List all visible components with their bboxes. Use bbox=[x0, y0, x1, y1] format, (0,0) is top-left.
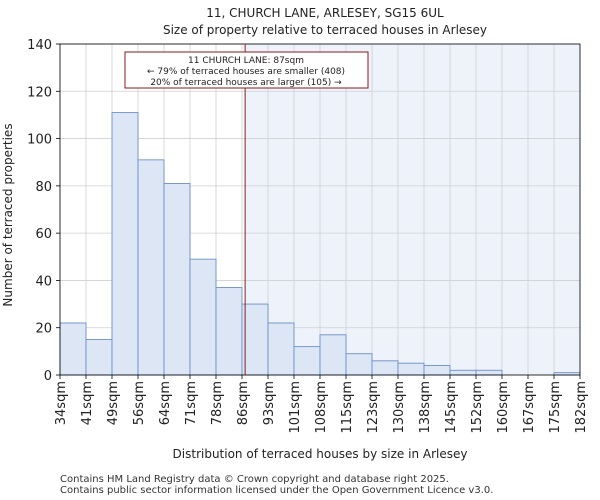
annotation-line-3: 20% of terraced houses are larger (105) … bbox=[150, 78, 342, 88]
y-tick-label: 60 bbox=[35, 227, 52, 242]
y-axis-label: Number of terraced properties bbox=[1, 123, 15, 306]
bar bbox=[241, 303, 269, 376]
y-tick-label: 80 bbox=[35, 180, 52, 195]
bar bbox=[85, 339, 113, 376]
x-tick-label: 152sqm bbox=[470, 381, 485, 434]
bar bbox=[111, 112, 139, 376]
x-tick-label: 101sqm bbox=[288, 381, 303, 434]
bar bbox=[163, 183, 191, 376]
x-tick-label: 49sqm bbox=[106, 381, 121, 425]
x-tick-label: 86sqm bbox=[236, 381, 251, 425]
bar bbox=[423, 365, 451, 376]
x-tick-label: 175sqm bbox=[548, 381, 563, 434]
annotation-box bbox=[124, 51, 369, 89]
footer-line-2: Contains public sector information licen… bbox=[60, 485, 494, 496]
bar bbox=[371, 360, 399, 376]
bar bbox=[59, 322, 87, 376]
x-tick-label: 78sqm bbox=[210, 381, 225, 425]
x-tick-label: 138sqm bbox=[418, 381, 433, 434]
x-tick-label: 93sqm bbox=[262, 381, 277, 425]
bars bbox=[59, 112, 581, 376]
x-tick-label: 167sqm bbox=[522, 381, 537, 434]
footer-line-1: Contains HM Land Registry data © Crown c… bbox=[60, 474, 449, 485]
x-tick-label: 34sqm bbox=[54, 381, 69, 425]
y-tick-label: 0 bbox=[44, 369, 52, 384]
x-tick-label: 41sqm bbox=[80, 381, 95, 425]
bar bbox=[215, 287, 243, 376]
bar bbox=[319, 334, 347, 376]
bar bbox=[397, 362, 425, 376]
x-tick-label: 130sqm bbox=[392, 381, 407, 434]
y-tick-label: 40 bbox=[35, 274, 52, 289]
bar bbox=[345, 353, 373, 376]
highlight-region bbox=[245, 44, 580, 375]
x-axis-label: Distribution of terraced houses by size … bbox=[173, 447, 468, 461]
bar bbox=[189, 258, 217, 376]
x-tick-label: 182sqm bbox=[574, 381, 589, 434]
chart-svg: 11, CHURCH LANE, ARLESEY, SG15 6UL Size … bbox=[1, 6, 589, 461]
x-axis: 34sqm 41sqm 49sqm 56sqm 64sqm 71sqm 78sqm 86sqm… bbox=[54, 375, 589, 434]
y-tick-label: 20 bbox=[35, 322, 52, 337]
chart-title: 11, CHURCH LANE, ARLESEY, SG15 6UL bbox=[206, 6, 444, 20]
x-tick-label: 160sqm bbox=[496, 381, 511, 434]
x-tick-label: 64sqm bbox=[158, 381, 173, 425]
bar bbox=[449, 369, 477, 376]
y-tick-label: 120 bbox=[27, 85, 52, 100]
y-tick-label: 100 bbox=[27, 133, 52, 148]
chart-subtitle: Size of property relative to terraced ho… bbox=[163, 23, 487, 37]
x-tick-label: 108sqm bbox=[314, 381, 329, 434]
bar bbox=[137, 159, 165, 376]
y-tick-label: 140 bbox=[27, 38, 52, 53]
x-tick-label: 56sqm bbox=[132, 381, 147, 425]
annotation-line-1: 11 CHURCH LANE: 87sqm bbox=[188, 56, 304, 66]
x-tick-label: 115sqm bbox=[340, 381, 355, 434]
bar bbox=[475, 369, 503, 376]
x-tick-label: 71sqm bbox=[184, 381, 199, 425]
x-tick-label: 145sqm bbox=[444, 381, 459, 434]
bar bbox=[267, 322, 295, 376]
y-axis: 0 20 40 60 80 100 120 140 bbox=[27, 38, 60, 384]
x-tick-label: 123sqm bbox=[366, 381, 381, 434]
bar bbox=[293, 346, 321, 376]
annotation-line-2: ← 79% of terraced houses are smaller (40… bbox=[147, 67, 345, 77]
